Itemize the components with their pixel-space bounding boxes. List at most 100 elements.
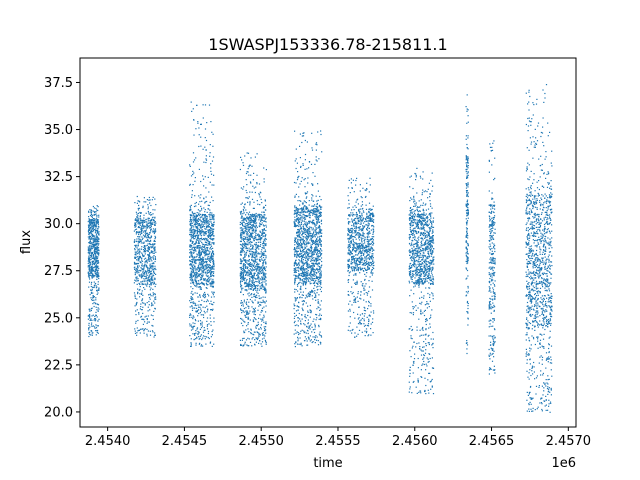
data-point — [255, 218, 257, 220]
data-point — [302, 263, 304, 265]
data-point — [311, 254, 313, 256]
data-point — [256, 268, 259, 270]
data-point — [303, 132, 305, 134]
data-point — [318, 333, 320, 335]
data-point — [198, 263, 200, 265]
data-point — [201, 226, 204, 228]
data-point — [139, 250, 141, 252]
data-point — [193, 333, 196, 335]
data-point — [88, 227, 90, 229]
data-point — [242, 345, 244, 347]
data-point — [90, 231, 92, 234]
data-point — [250, 228, 252, 230]
data-point — [89, 249, 91, 252]
data-point — [209, 152, 211, 154]
data-point — [134, 294, 136, 296]
data-point — [296, 297, 298, 299]
data-point — [305, 231, 307, 233]
data-point — [190, 299, 193, 301]
data-point — [261, 255, 263, 257]
data-point — [96, 222, 98, 224]
data-point — [248, 284, 250, 286]
data-point — [89, 248, 91, 250]
data-point — [309, 249, 311, 251]
data-point — [249, 285, 251, 287]
data-point — [307, 236, 309, 238]
data-point — [134, 332, 137, 334]
data-point — [211, 274, 213, 276]
data-point — [88, 274, 90, 276]
data-point — [297, 285, 299, 287]
data-point — [253, 201, 255, 203]
data-point — [209, 226, 211, 229]
data-point — [253, 294, 255, 296]
data-point — [140, 316, 142, 318]
data-point — [257, 301, 259, 303]
data-point — [150, 212, 152, 214]
data-point — [96, 239, 98, 241]
data-point — [241, 248, 243, 250]
data-point — [204, 221, 206, 223]
data-point — [95, 253, 97, 255]
data-point — [94, 224, 96, 226]
data-point — [245, 289, 247, 291]
data-point — [249, 275, 251, 278]
data-point — [254, 214, 256, 217]
data-point — [257, 273, 259, 275]
data-point — [194, 262, 196, 264]
data-point — [305, 332, 307, 334]
data-point — [92, 241, 95, 243]
data-point — [89, 278, 91, 280]
data-point — [255, 249, 257, 251]
data-point — [212, 329, 214, 331]
data-point — [253, 222, 255, 224]
data-point — [203, 207, 205, 209]
data-point — [93, 235, 95, 237]
data-point — [245, 267, 247, 269]
data-point — [251, 285, 253, 287]
data-point — [198, 306, 200, 308]
data-point — [189, 316, 191, 318]
data-point — [242, 249, 244, 251]
data-point — [194, 243, 196, 245]
data-point — [211, 224, 214, 226]
data-point — [240, 309, 242, 311]
data-point — [191, 234, 193, 236]
data-point — [302, 211, 305, 213]
data-point — [203, 310, 205, 312]
data-point — [135, 303, 137, 305]
data-point — [320, 300, 322, 302]
data-point — [265, 234, 267, 236]
data-point — [258, 258, 260, 260]
data-point — [93, 258, 95, 260]
data-point — [149, 271, 151, 273]
data-point — [248, 272, 250, 274]
data-point — [91, 265, 93, 268]
data-point — [207, 266, 209, 269]
data-point — [201, 247, 203, 250]
data-point — [304, 201, 306, 203]
data-point — [209, 155, 211, 157]
data-point — [147, 257, 150, 259]
data-point — [317, 302, 319, 304]
data-point — [240, 272, 243, 274]
data-point — [308, 255, 310, 257]
data-point — [148, 272, 150, 274]
data-point — [210, 272, 212, 274]
data-point — [318, 233, 320, 235]
data-point — [142, 283, 144, 285]
data-point — [192, 173, 194, 176]
data-point — [143, 241, 145, 243]
data-point — [189, 245, 191, 247]
data-point — [95, 213, 97, 215]
data-point — [144, 236, 146, 238]
data-point — [241, 339, 243, 341]
data-point — [155, 222, 157, 224]
data-point — [249, 310, 251, 312]
data-point — [148, 304, 150, 306]
data-point — [303, 209, 305, 211]
data-point — [143, 267, 145, 270]
data-point — [152, 292, 154, 294]
data-point — [151, 279, 153, 281]
data-point — [213, 235, 215, 237]
